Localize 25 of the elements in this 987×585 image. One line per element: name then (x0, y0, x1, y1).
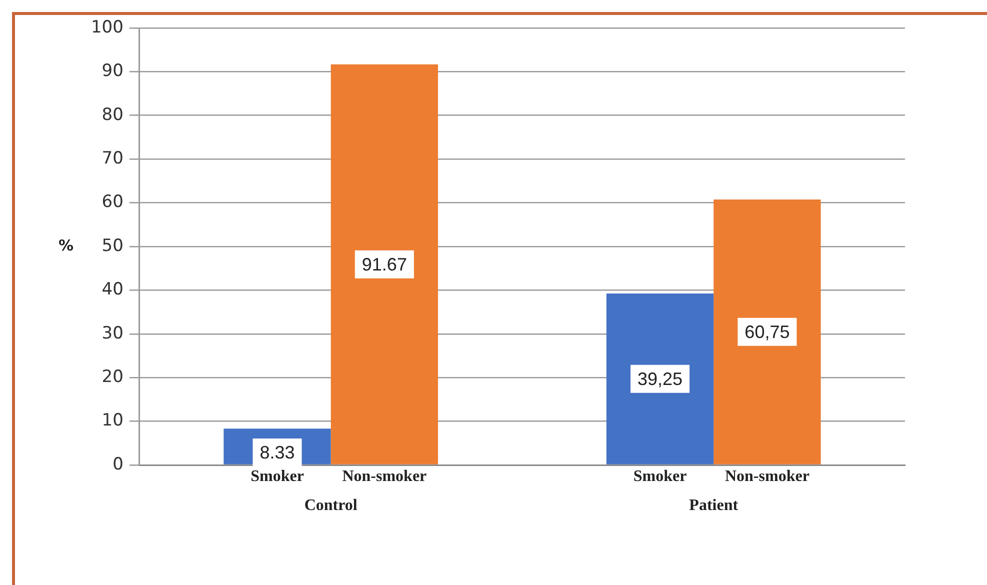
y-tick-label: 0 (112, 454, 124, 474)
data-label: 60,75 (744, 322, 790, 342)
bar (330, 64, 438, 464)
y-tick-label: 50 (102, 236, 124, 256)
y-tick-label: 60 (102, 192, 124, 212)
y-tick-label: 80 (102, 104, 124, 125)
data-label: 8.33 (260, 442, 295, 462)
y-axis-title: % (58, 236, 74, 254)
y-tick-label: 70 (102, 148, 124, 169)
y-tick-label: 100 (90, 17, 124, 38)
y-tick-label: 10 (102, 410, 124, 431)
y-tick-label: 20 (102, 367, 124, 388)
data-label: 91.67 (362, 254, 407, 274)
x-tick-label: Control (304, 497, 358, 514)
text: Smoker (633, 468, 687, 486)
y-tick-label: 40 (102, 280, 124, 300)
text: Non-smoker (724, 468, 810, 486)
series-label: Smoker (250, 468, 304, 486)
bar (606, 293, 714, 464)
y-tick-label: 30 (102, 323, 124, 344)
data-label: 39,25 (638, 368, 683, 389)
x-tick-label: Patient (689, 497, 739, 514)
bar (714, 200, 821, 464)
series-label: Non-smoker (342, 468, 427, 486)
y-tick-label: 90 (102, 61, 124, 82)
